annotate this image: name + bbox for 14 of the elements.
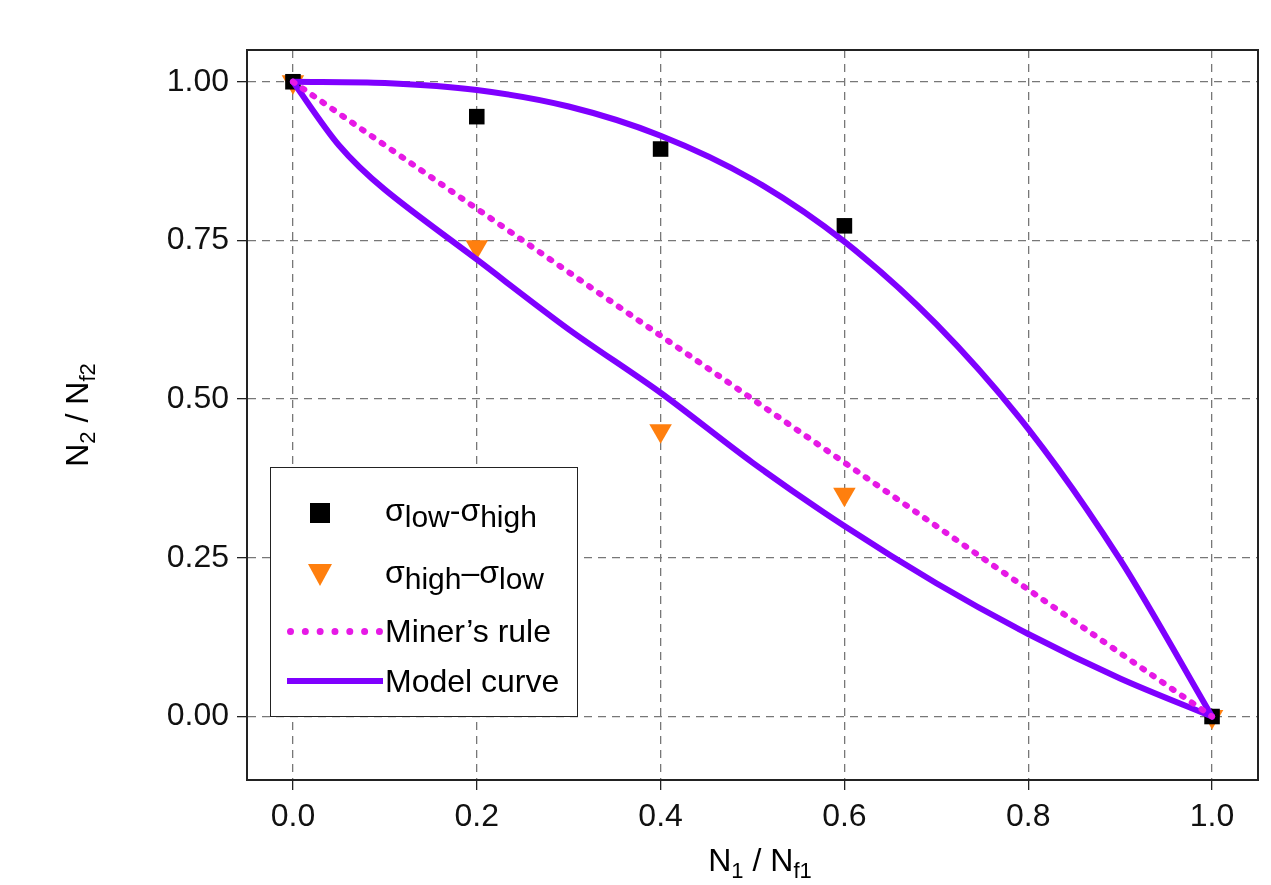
x-tick-label: 1.0 (1189, 797, 1235, 834)
legend-label: Model curve (385, 662, 560, 700)
y-tick-label: 1.00 (166, 61, 229, 98)
x-axis-title: N$_{1}$ / N$_{f1}$ (708, 842, 812, 885)
x-tick-label: 0.0 (270, 797, 316, 834)
y-tick-label: 0.75 (166, 220, 229, 257)
x-tick-label: 0.6 (822, 797, 867, 834)
y-tick-label: 0.00 (166, 696, 229, 733)
y-tick-label: 0.25 (166, 537, 229, 574)
x-tick-label: 0.4 (638, 797, 683, 834)
legend-label: Miner’s rule (385, 612, 551, 650)
x-tick-label: 0.8 (1005, 797, 1051, 834)
y-tick-label: 0.50 (166, 378, 229, 415)
x-tick-label: 0.2 (454, 797, 500, 834)
